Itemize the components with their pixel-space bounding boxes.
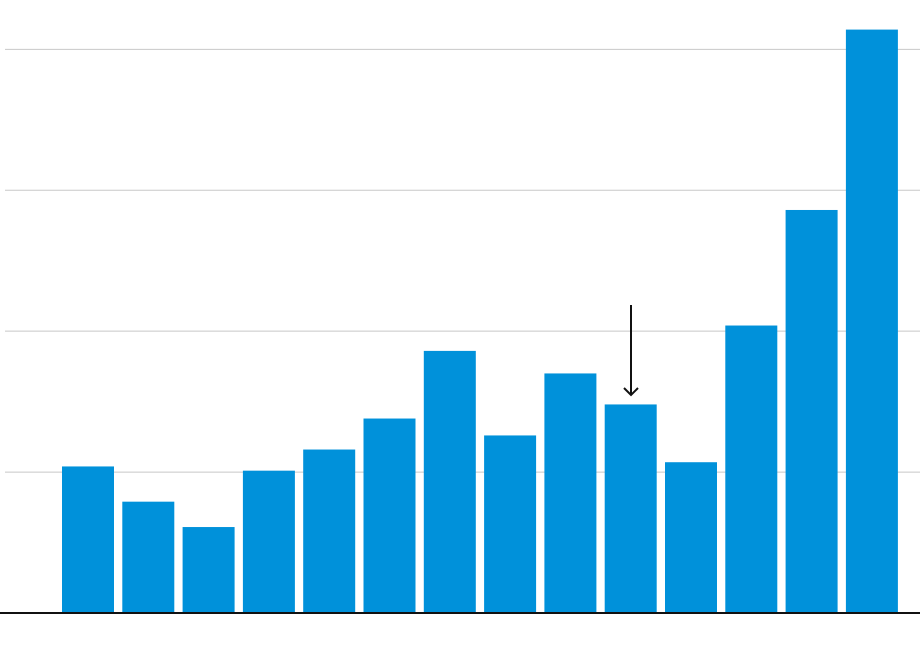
bar bbox=[182, 527, 235, 613]
bar bbox=[423, 350, 476, 613]
annotation-arrow bbox=[623, 305, 639, 397]
bar bbox=[845, 29, 898, 614]
bar bbox=[725, 325, 778, 613]
bar bbox=[62, 466, 114, 613]
bar bbox=[785, 209, 838, 614]
bar bbox=[665, 462, 717, 613]
bar bbox=[544, 373, 597, 613]
bar bbox=[604, 404, 657, 613]
bar bbox=[122, 501, 175, 613]
bar bbox=[363, 418, 416, 613]
bar bbox=[303, 449, 356, 613]
bars bbox=[62, 29, 898, 614]
bar bbox=[484, 435, 537, 613]
arrow-head bbox=[623, 387, 639, 397]
bar bbox=[242, 470, 295, 613]
